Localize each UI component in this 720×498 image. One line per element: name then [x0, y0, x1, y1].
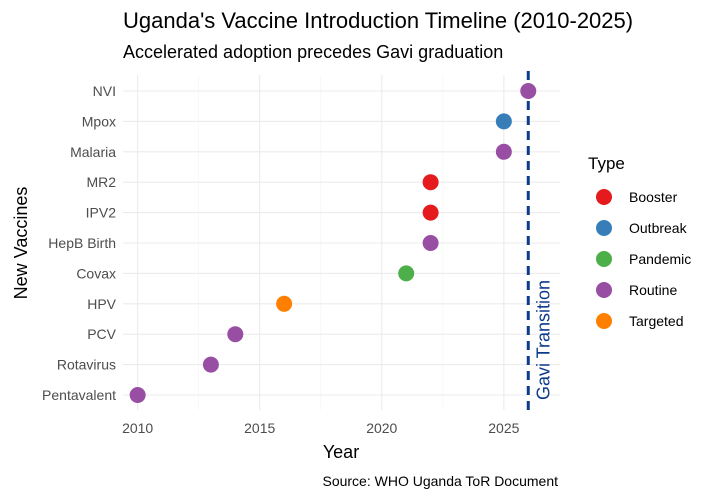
legend-key-pandemic	[596, 251, 612, 267]
legend-label-targeted: Targeted	[629, 313, 683, 329]
point-nvi	[520, 83, 537, 99]
legend-label-pandemic: Pandemic	[629, 251, 691, 267]
legend: Type Booster Outbreak Pandemic Routine Targe…	[588, 154, 691, 329]
y-tick-label: Malaria	[70, 144, 116, 160]
y-tick-label: PCV	[87, 326, 116, 342]
data-points	[129, 83, 537, 403]
legend-label-routine: Routine	[629, 282, 677, 298]
y-tick-label: MR2	[86, 174, 116, 190]
legend-label-outbreak: Outbreak	[629, 220, 688, 236]
x-tick-label: 2015	[244, 420, 275, 436]
point-malaria	[495, 143, 512, 160]
y-tick-label: HPV	[87, 296, 116, 312]
chart-subtitle: Accelerated adoption precedes Gavi gradu…	[123, 42, 503, 62]
legend-label-booster: Booster	[629, 189, 678, 205]
x-tick-label: 2020	[366, 420, 397, 436]
point-mpox	[495, 113, 512, 130]
legend-title: Type	[588, 154, 625, 173]
x-tick-label: 2025	[488, 420, 519, 436]
y-tick-labels: Pentavalent Rotavirus PCV HPV Covax HepB Birt…	[42, 83, 117, 403]
y-axis-title: New Vaccines	[11, 187, 31, 300]
point-hpv	[276, 295, 293, 312]
point-hepb-birth	[422, 235, 439, 251]
point-pcv	[227, 326, 244, 343]
y-tick-label: Pentavalent	[42, 387, 116, 403]
x-axis-title: Year	[323, 442, 359, 462]
legend-key-targeted	[596, 313, 612, 329]
x-tick-label: 2010	[122, 420, 153, 436]
legend-key-routine	[596, 282, 612, 298]
source-caption: Source: WHO Uganda ToR Document	[322, 473, 558, 489]
chart-title: Uganda's Vaccine Introduction Timeline (…	[123, 8, 633, 33]
y-tick-label: Covax	[76, 265, 116, 281]
point-covax	[398, 265, 415, 282]
legend-key-booster	[596, 189, 612, 205]
y-tick-label: NVI	[93, 83, 116, 99]
y-tick-label: Mpox	[82, 113, 116, 129]
x-tick-labels: 2010 2015 2020 2025	[122, 420, 520, 436]
point-pentavalent	[129, 387, 146, 403]
point-rotavirus	[202, 356, 219, 373]
point-mr2	[422, 174, 439, 191]
point-ipv2	[422, 204, 439, 221]
gavi-transition-line: Gavi Transition	[526, 71, 553, 411]
grid-lines	[123, 75, 560, 410]
y-tick-label: Rotavirus	[57, 357, 116, 373]
y-tick-label: HepB Birth	[48, 235, 116, 251]
reference-line-label: Gavi Transition	[533, 280, 553, 400]
y-tick-label: IPV2	[86, 205, 117, 221]
legend-key-outbreak	[596, 220, 612, 236]
